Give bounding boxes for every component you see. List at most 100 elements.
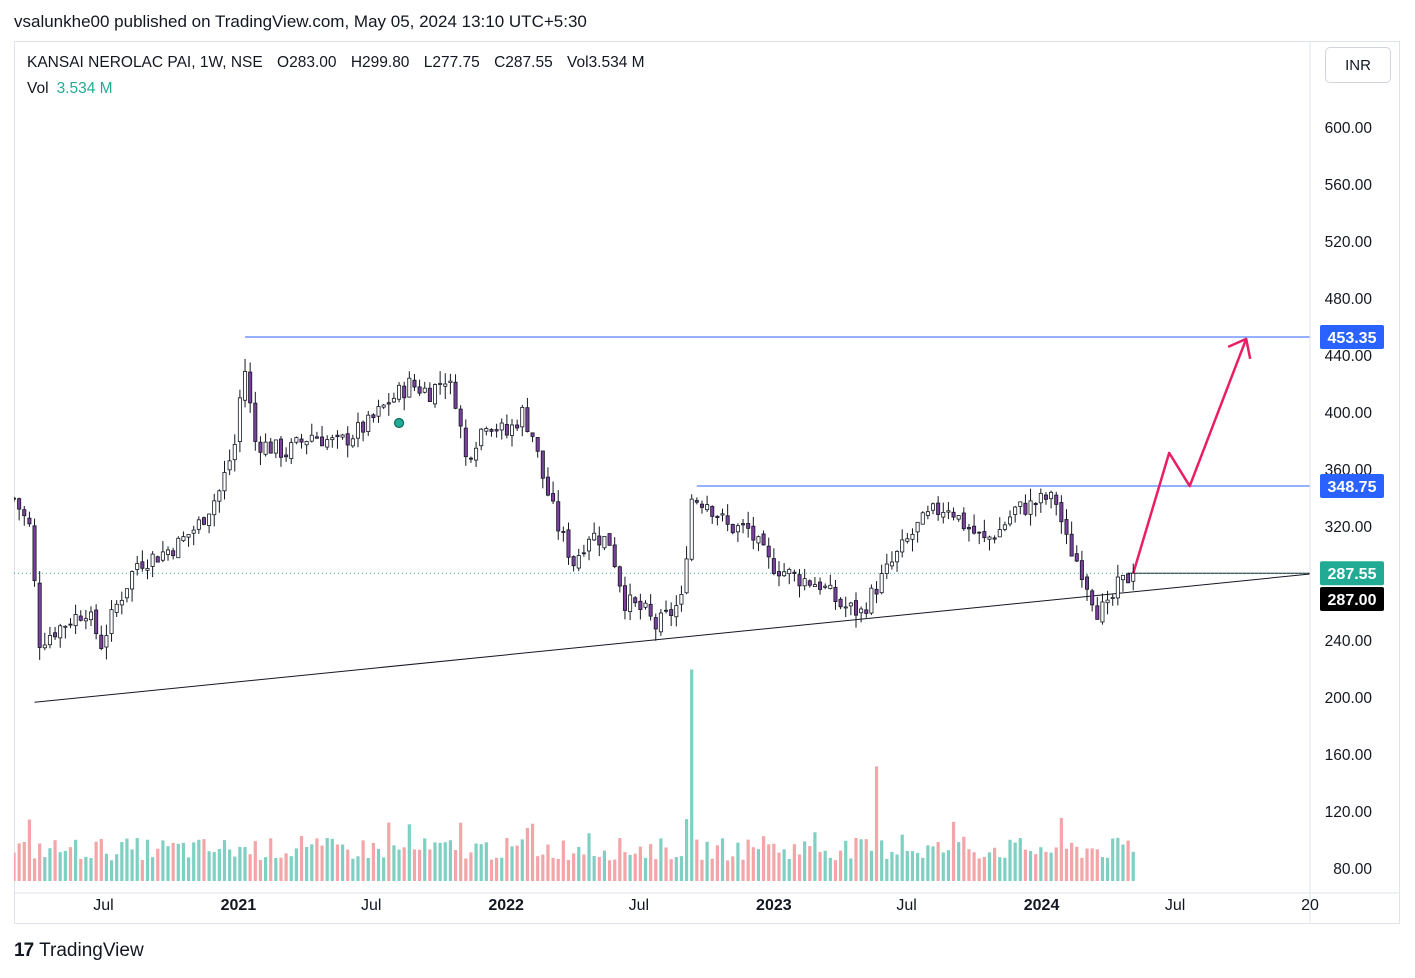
candle-body xyxy=(782,571,787,577)
volume-bar xyxy=(500,857,504,881)
candle-body xyxy=(946,510,951,513)
candle-body xyxy=(201,517,206,525)
volume-bar xyxy=(459,822,463,881)
volume-bar xyxy=(263,857,268,881)
currency-button[interactable]: INR xyxy=(1325,47,1391,83)
volume-bar xyxy=(1090,848,1094,881)
volume-bar xyxy=(715,845,719,881)
volume-bar xyxy=(166,846,170,881)
candle-body xyxy=(427,387,432,402)
volume-bar xyxy=(684,819,689,881)
volume-bar xyxy=(890,851,894,881)
volume-bar xyxy=(63,850,67,881)
candle-body xyxy=(925,511,930,516)
volume-bar xyxy=(1044,851,1048,881)
candle-body xyxy=(864,609,869,614)
candle-body xyxy=(525,407,530,433)
event-marker xyxy=(393,417,405,429)
volume-bar xyxy=(109,860,114,881)
candle-body xyxy=(961,512,966,530)
volume-bar xyxy=(125,838,129,881)
volume-bar xyxy=(1054,847,1058,881)
ohlc-high: H299.80 xyxy=(350,54,410,71)
candle-body xyxy=(494,429,499,432)
volume-bar xyxy=(941,852,945,881)
candle-body xyxy=(176,537,181,559)
volume-bar xyxy=(936,842,940,881)
candle-body xyxy=(243,371,248,401)
volume-bar xyxy=(14,852,16,881)
volume-bar xyxy=(253,841,257,881)
candle-body xyxy=(94,609,99,635)
volume-bar xyxy=(700,859,704,881)
volume-bar xyxy=(320,845,324,881)
candle-body xyxy=(438,383,443,385)
volume-bar xyxy=(551,857,555,881)
candle-body xyxy=(879,573,884,594)
volume-bar xyxy=(731,856,735,881)
volume-bar xyxy=(736,842,740,881)
candle-body xyxy=(941,511,946,518)
volume-bar xyxy=(479,844,483,881)
volume-label[interactable]: Vol xyxy=(27,80,49,97)
volume-bar xyxy=(32,858,37,881)
y-tick-label: 320.00 xyxy=(1325,519,1373,536)
volume-bar xyxy=(1126,840,1130,881)
candle-body xyxy=(725,515,730,525)
candle-body xyxy=(335,434,340,438)
candle-body xyxy=(181,536,186,542)
symbol-title[interactable]: KANSAI NEROLAC PAI, 1W, NSE xyxy=(27,54,263,71)
candle-body xyxy=(576,555,581,569)
tradingview-brand[interactable]: 17 TradingView xyxy=(14,940,144,962)
candle-body xyxy=(510,424,515,436)
volume-bar xyxy=(181,842,186,881)
candle-body xyxy=(263,441,268,455)
volume-bar xyxy=(1008,839,1012,881)
candle-body xyxy=(63,625,68,628)
candle-body xyxy=(89,611,94,621)
volume-bar xyxy=(777,852,781,881)
volume-bar xyxy=(679,856,684,881)
candle-body xyxy=(273,439,278,454)
candle-body xyxy=(874,588,879,595)
volume-bar xyxy=(566,859,571,881)
candle-body xyxy=(166,549,171,555)
volume-bar xyxy=(643,857,648,881)
volume-bar xyxy=(823,850,827,881)
candle-body xyxy=(689,498,694,560)
candle-body xyxy=(119,599,124,606)
volume-bar xyxy=(833,860,838,881)
time-axis[interactable]: Jul 2021 Jul 2022 Jul 2023 Jul 2024 Jul 20 xyxy=(14,41,1400,924)
candle-body xyxy=(22,509,27,517)
price-chart[interactable]: 600.00560.00520.00480.00440.00400.00360.… xyxy=(14,41,1400,924)
candle-body xyxy=(905,538,910,542)
volume-bar xyxy=(1080,857,1084,881)
volume-bar xyxy=(905,850,909,881)
candle-body xyxy=(366,414,371,432)
price-axis[interactable]: 600.00560.00520.00480.00440.00400.00360.… xyxy=(1325,120,1373,878)
volume-bar xyxy=(366,857,370,881)
candle-body xyxy=(160,551,165,561)
candle-body xyxy=(915,521,920,533)
volume-bar xyxy=(140,859,144,881)
candle-body xyxy=(823,585,828,588)
candle-body xyxy=(735,525,740,533)
candle-body xyxy=(114,603,119,613)
drawings xyxy=(14,336,1311,703)
candle-body xyxy=(566,529,571,558)
volume-bar xyxy=(797,854,802,881)
y-tick-label: 480.00 xyxy=(1325,291,1373,308)
candle-body xyxy=(278,438,283,458)
volume-bar xyxy=(222,840,227,881)
volume-bar xyxy=(156,848,160,881)
volume-bar xyxy=(1039,847,1043,881)
tradingview-logo-icon: 17 xyxy=(14,940,34,961)
volume-bar xyxy=(248,854,252,881)
volume-bar xyxy=(94,841,98,881)
volume-bar xyxy=(746,839,750,881)
price-tag-label: 287.55 xyxy=(1328,566,1377,583)
volume-bar xyxy=(356,856,360,881)
volume-bar xyxy=(808,846,812,881)
candle-body xyxy=(391,397,396,403)
volume-bar xyxy=(931,846,935,881)
